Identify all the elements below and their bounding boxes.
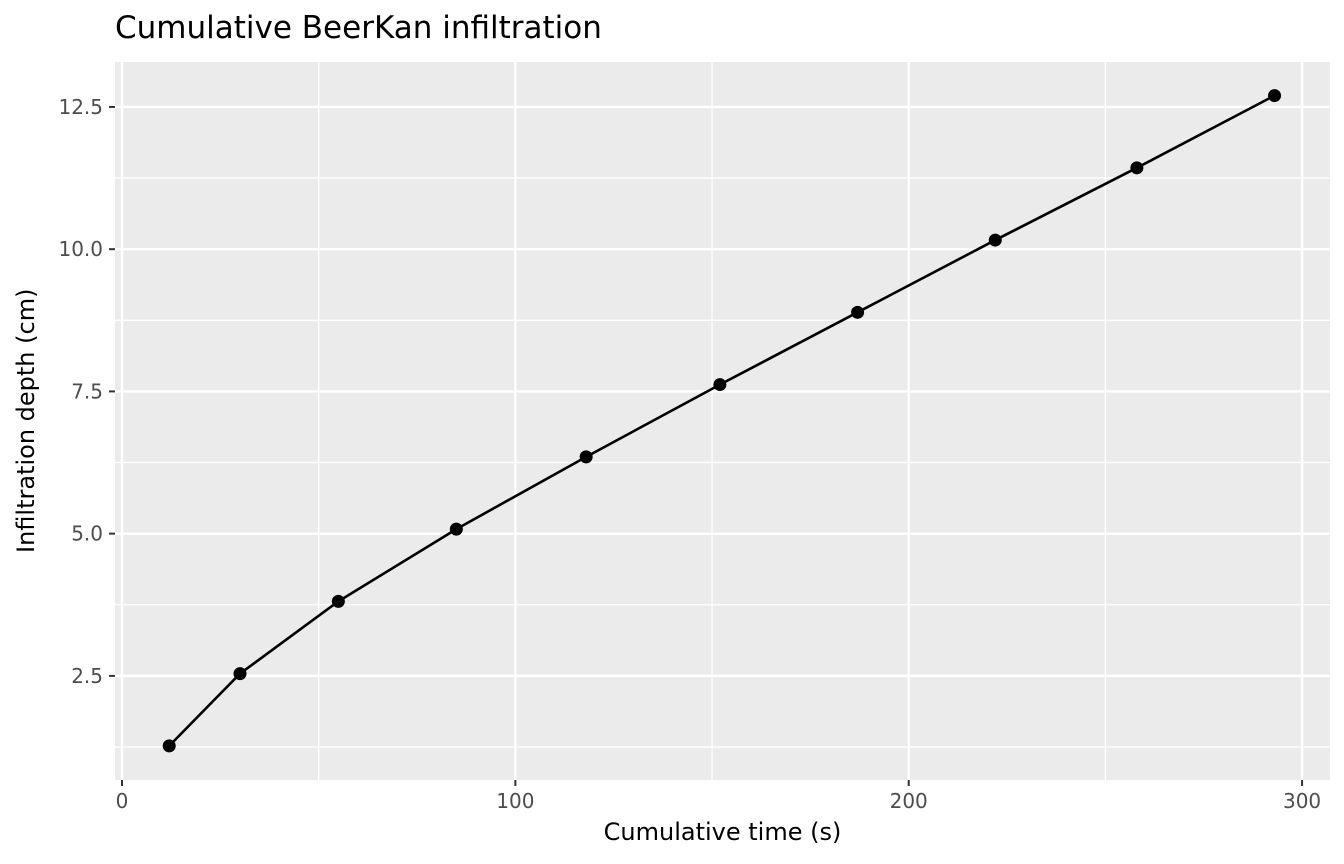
y-tick-label: 5.0 (71, 522, 103, 546)
panel-background (115, 62, 1330, 780)
x-tick-label: 200 (890, 789, 928, 813)
x-axis-title: Cumulative time (s) (603, 818, 842, 846)
x-tick-label: 0 (116, 789, 129, 813)
data-series-line (167, 94, 1276, 748)
y-tick-label: 10.0 (58, 237, 103, 261)
data-point (449, 522, 463, 536)
data-point (851, 305, 865, 319)
data-point (233, 667, 247, 681)
data-point (579, 450, 593, 464)
y-tick-label: 12.5 (58, 95, 103, 119)
y-axis-title: Infiltration depth (cm) (12, 288, 40, 554)
y-tick-label: 2.5 (71, 664, 103, 688)
data-point (331, 594, 345, 608)
data-point (988, 233, 1002, 247)
data-point (162, 739, 176, 753)
data-point (713, 378, 727, 392)
x-tick-label: 300 (1283, 789, 1321, 813)
data-point (1268, 89, 1282, 103)
x-tick-label: 100 (496, 789, 534, 813)
data-point (1130, 161, 1144, 175)
y-tick-label: 7.5 (71, 379, 103, 403)
plot-title: Cumulative BeerKan infiltration (115, 10, 602, 46)
